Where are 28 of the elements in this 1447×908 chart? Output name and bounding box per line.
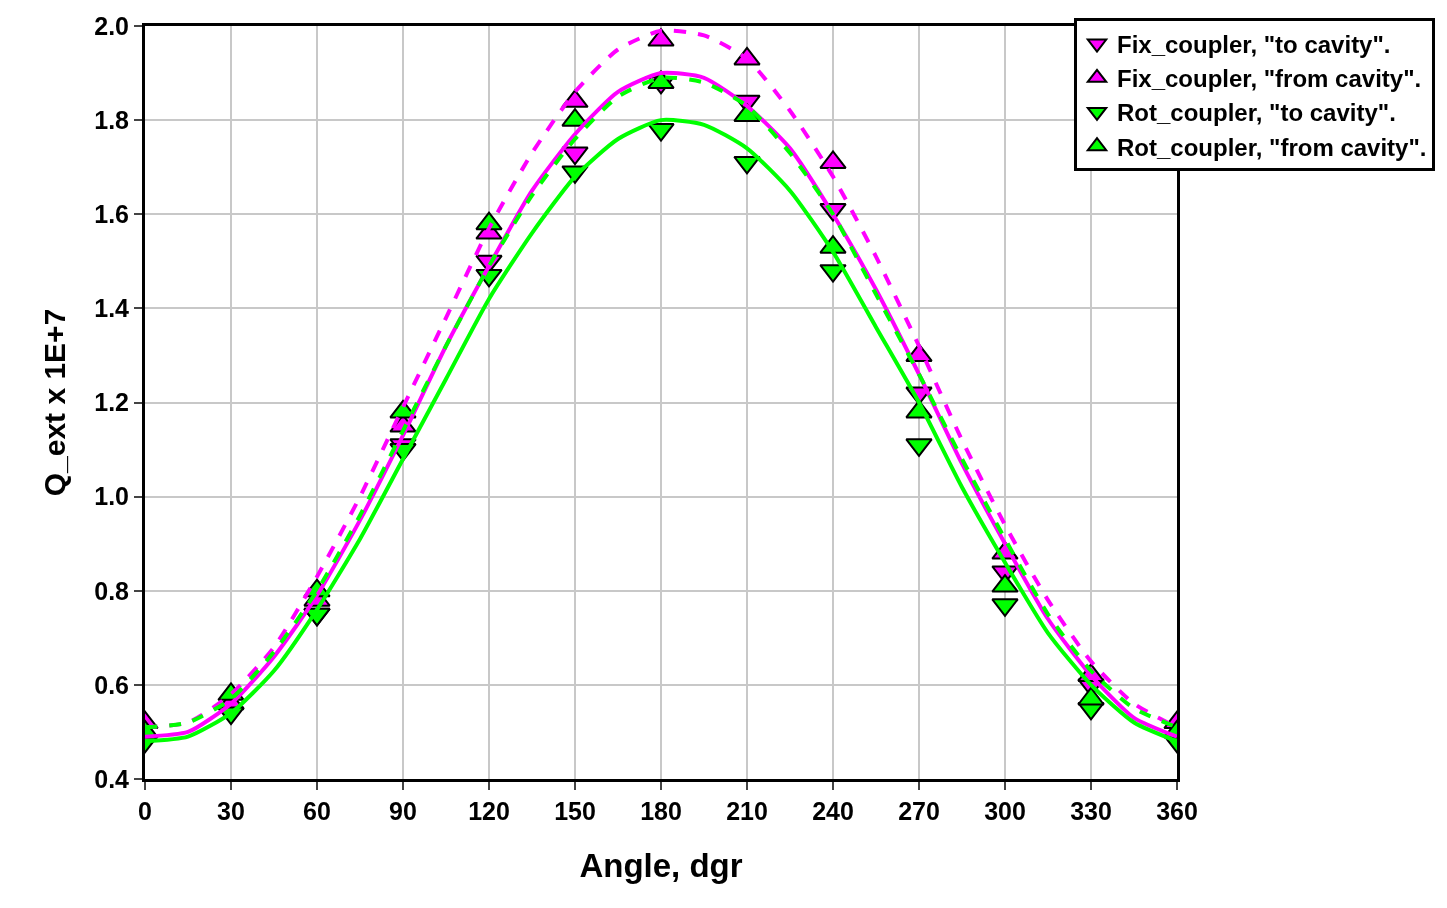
- y-tick-label: 2.0: [94, 11, 129, 40]
- y-axis-title: Q_ext x 1E+7: [38, 308, 72, 497]
- x-tick-label: 0: [138, 797, 152, 825]
- y-tick-label: 0.8: [94, 576, 130, 605]
- x-tick-label: 240: [812, 797, 854, 825]
- x-tick-label: 210: [726, 797, 768, 825]
- y-tick-label: 0.6: [94, 670, 129, 699]
- x-axis-title: Angle, dgr: [579, 846, 743, 884]
- x-tick-label: 180: [640, 797, 682, 825]
- x-tick-label: 60: [303, 797, 331, 825]
- x-tick-label: 300: [984, 797, 1026, 825]
- x-tick-label: 90: [389, 797, 417, 825]
- x-tick-label: 270: [898, 797, 940, 825]
- x-tick-label: 330: [1070, 797, 1112, 825]
- y-tick-label: 1.4: [94, 294, 130, 323]
- x-tick-label: 150: [554, 797, 596, 825]
- legend-label: Rot_coupler, "to cavity".: [1117, 99, 1396, 127]
- legend-label: Rot_coupler, "from cavity".: [1117, 133, 1427, 161]
- y-tick-label: 1.2: [94, 388, 129, 417]
- y-tick-label: 1.8: [94, 105, 130, 134]
- x-tick-label: 120: [468, 797, 510, 825]
- y-tick-label: 1.0: [94, 482, 129, 511]
- legend-label: Fix_coupler, "from cavity".: [1117, 65, 1422, 93]
- x-tick-label: 360: [1156, 797, 1198, 825]
- x-tick-label: 30: [217, 797, 245, 825]
- legend-label: Fix_coupler, "to cavity".: [1117, 30, 1391, 58]
- y-tick-label: 1.6: [94, 200, 129, 228]
- y-tick-label: 0.4: [94, 764, 130, 793]
